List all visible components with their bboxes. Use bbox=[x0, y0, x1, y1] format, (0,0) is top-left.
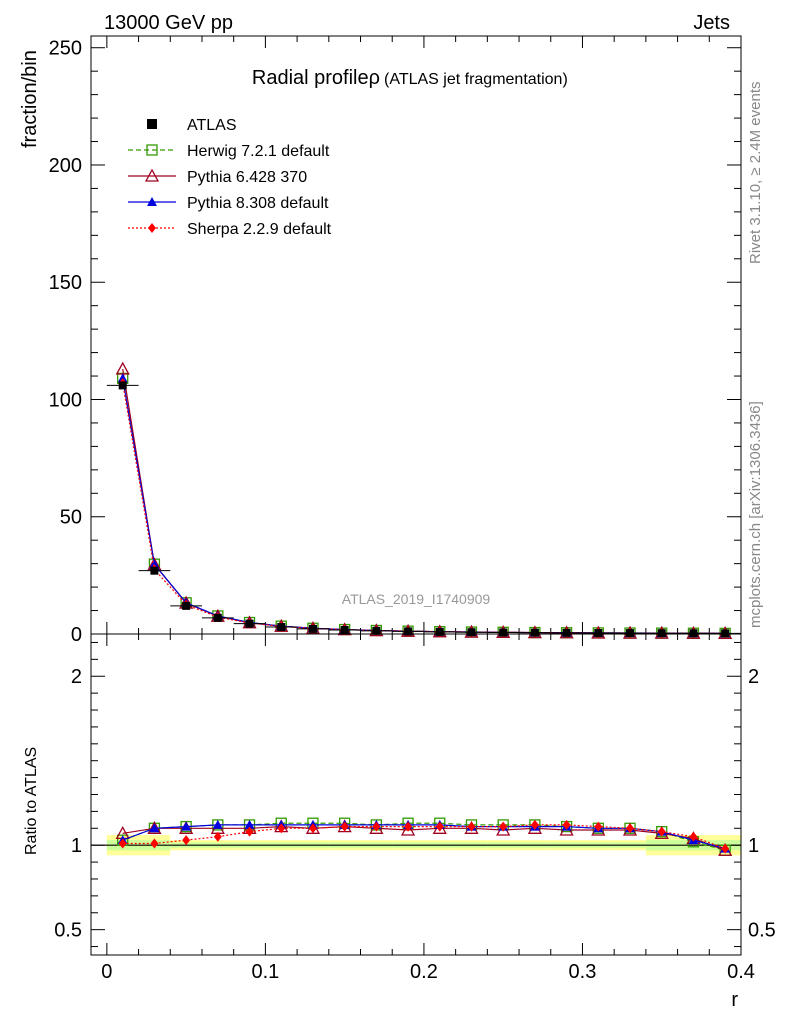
y-tick-label: 50 bbox=[60, 507, 82, 529]
series-point bbox=[117, 373, 128, 383]
y-tick-label: 0 bbox=[71, 624, 82, 646]
legend: ATLAS Herwig 7.2.1 default Pythia 6.428 37… bbox=[128, 117, 332, 238]
y-tick-label: 100 bbox=[49, 389, 82, 411]
series-point bbox=[149, 559, 160, 569]
legend-marker bbox=[146, 144, 158, 156]
rivet-label: Rivet 3.1.10, ≥ 2.4M events bbox=[747, 82, 764, 265]
ratio-series-point bbox=[657, 826, 666, 837]
data-point bbox=[404, 627, 413, 636]
ratio-series-point bbox=[149, 823, 160, 833]
data-point bbox=[213, 613, 222, 622]
mcplots-label: mcplots.cern.ch [arXiv:1306.3436] bbox=[747, 401, 764, 628]
header-left: 13000 GeV pp bbox=[104, 12, 233, 34]
legend-marker bbox=[144, 168, 160, 182]
ratio-tick-label: 0.5 bbox=[54, 920, 82, 942]
data-point bbox=[689, 629, 698, 638]
legend-marker bbox=[147, 197, 157, 206]
ratio-frame bbox=[90, 633, 742, 956]
x-tick-label: 0.1 bbox=[251, 961, 279, 983]
y-axis-label: fraction/bin bbox=[19, 50, 41, 148]
x-tick-label: 0.4 bbox=[727, 961, 755, 983]
ratio-series-point bbox=[118, 838, 127, 849]
ratio-series-line bbox=[122, 824, 726, 850]
ratio-series-point bbox=[404, 821, 413, 832]
chart-title: Radial profileρ bbox=[252, 67, 380, 89]
data-point bbox=[594, 628, 603, 637]
ratio-series-point bbox=[530, 819, 539, 830]
ratio-series-point bbox=[626, 823, 635, 834]
data-point bbox=[626, 629, 635, 638]
data-point bbox=[118, 381, 127, 390]
x-axis-label: r bbox=[731, 989, 738, 1011]
main-panel: 0 50 100 150 200 250 bbox=[49, 35, 742, 955]
data-point bbox=[657, 629, 666, 638]
ratio-series-point bbox=[562, 819, 571, 830]
data-point bbox=[562, 628, 571, 637]
data-point bbox=[530, 628, 539, 637]
ratio-series-point bbox=[245, 826, 254, 837]
y-tick-label: 200 bbox=[49, 155, 82, 177]
header-right: Jets bbox=[693, 12, 730, 34]
data-point bbox=[435, 627, 444, 636]
data-point bbox=[721, 629, 730, 638]
ratio-series-point bbox=[435, 821, 444, 832]
ratio-series-point bbox=[277, 823, 286, 834]
ratio-series-point bbox=[372, 821, 381, 832]
y-tick-label: 150 bbox=[49, 272, 82, 294]
legend-label: Sherpa 2.2.9 default bbox=[187, 221, 332, 238]
data-point bbox=[277, 622, 286, 631]
ratio-series-point bbox=[340, 821, 349, 832]
data-point bbox=[340, 626, 349, 635]
ratio-series-line bbox=[122, 825, 726, 851]
ratio-series-point bbox=[467, 821, 476, 832]
y-tick-label: 250 bbox=[49, 38, 82, 60]
ratio-series-point bbox=[182, 835, 191, 846]
data-point bbox=[372, 626, 381, 635]
x-tick-label: 0 bbox=[101, 961, 112, 983]
ratio-tick-label: 1 bbox=[71, 835, 82, 857]
x-tick-label: 0.2 bbox=[410, 961, 438, 983]
ratio-series-point bbox=[308, 823, 317, 834]
ratio-tick-label-right: 1 bbox=[748, 835, 759, 857]
ratio-series-point bbox=[150, 838, 159, 849]
ratio-tick-label-right: 2 bbox=[748, 666, 759, 688]
legend-marker bbox=[148, 223, 156, 233]
ratio-series-point bbox=[594, 821, 603, 832]
ratio-series-point bbox=[244, 819, 255, 829]
ratio-series-point bbox=[721, 843, 730, 854]
ratio-series-point bbox=[499, 821, 508, 832]
ratio-series-point bbox=[181, 821, 192, 831]
ratio-panel: 0 0.1 0.2 0.3 0.4 0.5 0.5 1 1 2 2 bbox=[54, 633, 776, 983]
data-point bbox=[150, 566, 159, 575]
data-point bbox=[182, 601, 191, 610]
legend-marker bbox=[147, 119, 157, 129]
legend-label: Herwig 7.2.1 default bbox=[187, 143, 330, 160]
ratio-series-point bbox=[689, 831, 698, 842]
data-point bbox=[467, 628, 476, 637]
data-point bbox=[308, 624, 317, 633]
ratio-series-point bbox=[212, 819, 223, 829]
ratio-axis-label: Ratio to ATLAS bbox=[23, 747, 40, 855]
data-point bbox=[499, 628, 508, 637]
watermark: ATLAS_2019_I1740909 bbox=[342, 591, 491, 607]
chart-subtitle: (ATLAS jet fragmentation) bbox=[384, 71, 568, 88]
ratio-tick-label-right: 0.5 bbox=[748, 920, 776, 942]
ratio-tick-label: 2 bbox=[71, 666, 82, 688]
legend-label: ATLAS bbox=[187, 117, 237, 134]
ratio-series-line bbox=[122, 824, 726, 850]
x-tick-label: 0.3 bbox=[569, 961, 597, 983]
ratio-series-point bbox=[400, 822, 416, 836]
legend-label: Pythia 8.308 default bbox=[187, 195, 329, 212]
legend-label: Pythia 6.428 370 bbox=[187, 169, 307, 186]
data-point bbox=[245, 619, 254, 628]
ratio-series-point bbox=[213, 831, 222, 842]
